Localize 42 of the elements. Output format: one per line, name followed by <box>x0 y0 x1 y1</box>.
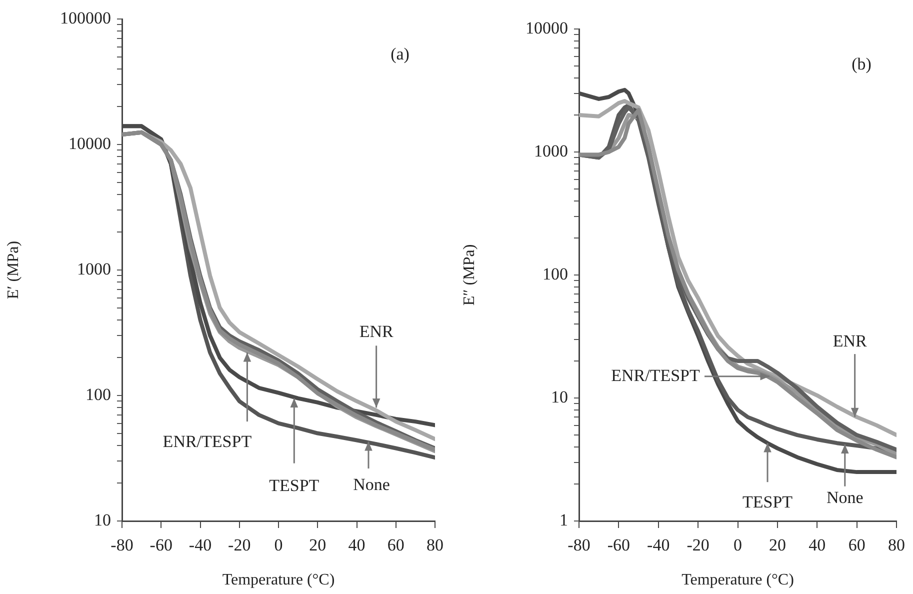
x-tick-label: 20 <box>768 536 786 555</box>
x-tick-label: -20 <box>686 536 710 555</box>
x-tick-label: -60 <box>607 536 630 555</box>
y-tick-label: 1 <box>560 510 568 530</box>
annotation: TESPT <box>269 476 320 495</box>
x-tick-label: -60 <box>150 536 172 555</box>
x-tick-label: 80 <box>888 536 905 555</box>
x-tick-label: -40 <box>647 536 670 555</box>
x-tick-label: 0 <box>734 536 742 555</box>
x-tick-label: 0 <box>274 536 283 555</box>
x-tick-label: -80 <box>110 536 134 555</box>
y-tick-label: 100000 <box>60 8 111 28</box>
y-tick-label: 100 <box>542 264 568 284</box>
x-tick-label: 60 <box>848 536 866 555</box>
x-axis-title: Temperature (°C) <box>682 572 794 589</box>
y-tick-label: 10 <box>551 387 568 406</box>
x-tick-label: 80 <box>426 536 444 555</box>
annotation: TESPT <box>742 492 794 512</box>
y-tick-label: 10 <box>94 510 111 530</box>
y-tick-label: 1000 <box>77 259 111 278</box>
x-tick-label: 20 <box>309 536 326 555</box>
annotation: ENR <box>832 332 868 351</box>
annotation: (b) <box>852 54 872 74</box>
x-tick-label: 40 <box>808 536 826 555</box>
y-axis-title: E″ (MPa) <box>460 244 478 306</box>
x-tick-label: 40 <box>348 536 366 555</box>
y-tick-label: 100 <box>86 384 111 404</box>
y-tick-label: 10000 <box>526 18 568 38</box>
x-tick-label: -40 <box>188 536 212 555</box>
x-tick-label: 60 <box>387 536 404 555</box>
x-axis-title: Temperature (°C) <box>222 572 335 589</box>
y-tick-label: 10000 <box>68 134 111 153</box>
annotation: ENR <box>359 322 394 342</box>
y-tick-label: 1000 <box>534 141 568 160</box>
x-tick-label: -20 <box>228 536 251 555</box>
annotation: None <box>353 474 390 494</box>
x-tick-label: -80 <box>568 536 590 555</box>
annotation: None <box>826 488 864 507</box>
y-axis-title: E′ (MPa) <box>4 240 22 300</box>
annotation: ENR/TESPT <box>162 432 252 451</box>
annotation: (a) <box>390 44 410 64</box>
annotation: ENR/TESPT <box>611 366 700 385</box>
